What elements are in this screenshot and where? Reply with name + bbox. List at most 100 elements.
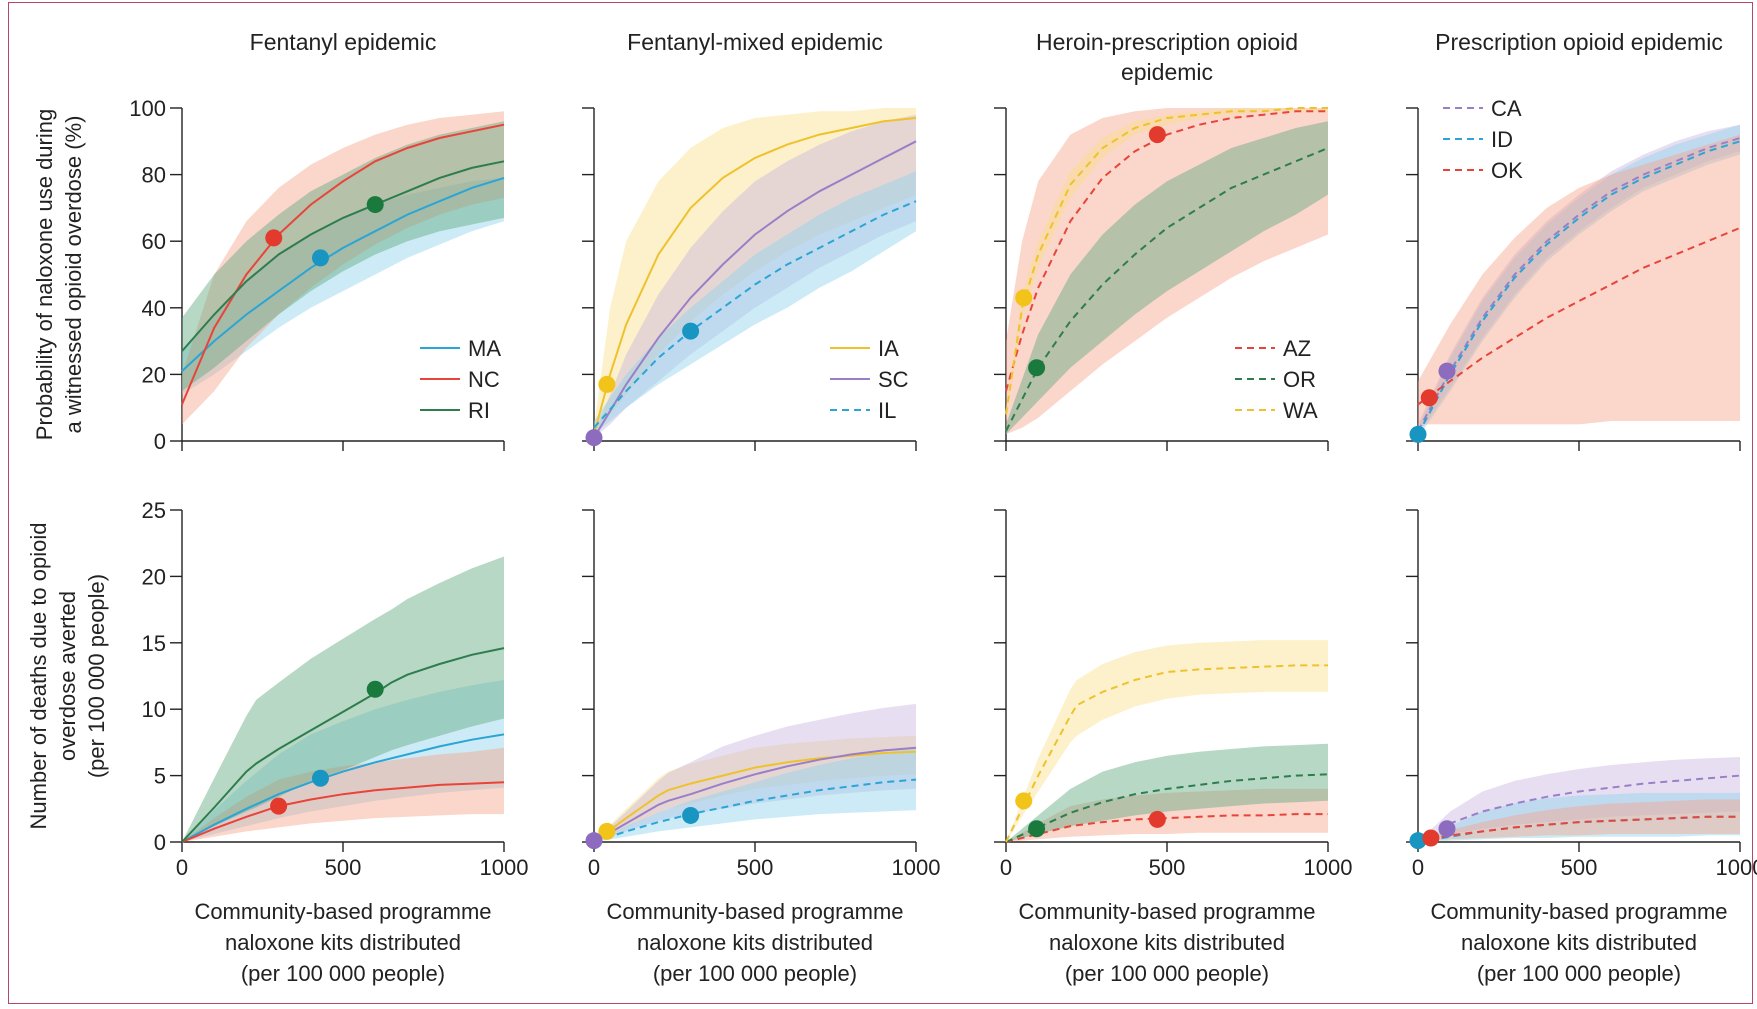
band-ok — [1418, 134, 1740, 425]
line-ca — [1417, 774, 1741, 843]
x-axis-label: naloxone kits distributed — [1049, 930, 1285, 955]
x-tick-label: 0 — [176, 855, 188, 880]
x-axis-label: (per 100 000 people) — [241, 961, 445, 986]
band-nc — [182, 111, 504, 425]
band-or — [1006, 743, 1328, 842]
panel-5: 0 5 10 15 20 25 0 500 1000 Number of deaths due t… — [26, 498, 528, 986]
band-ok — [1418, 799, 1740, 842]
point-ma — [311, 769, 329, 787]
line-ok — [1417, 815, 1740, 843]
x-axis-label: Community-based programme — [194, 899, 491, 924]
y-tick-label: 100 — [129, 96, 166, 121]
line-sc — [593, 140, 917, 439]
point-ri — [366, 680, 384, 698]
y-axis-label: Probability of naloxone use during — [32, 109, 57, 440]
legend-label-ma: MA — [468, 336, 501, 361]
panel-7: 0 500 1000 Community-based programme naloxon… — [994, 509, 1353, 986]
x-axis-label: (per 100 000 people) — [653, 961, 857, 986]
point-il — [682, 322, 700, 340]
band-az — [1006, 108, 1328, 435]
band-ca — [1418, 757, 1740, 842]
x-axis-label: (per 100 000 people) — [1065, 961, 1269, 986]
x-tick-label: 0 — [588, 855, 600, 880]
y-tick-label: 0 — [154, 429, 166, 454]
point-id — [1409, 832, 1427, 850]
legend-label-wa: WA — [1283, 398, 1318, 423]
x-axis-label: naloxone kits distributed — [637, 930, 873, 955]
line-id — [1417, 140, 1741, 435]
legend-label-il: IL — [878, 398, 896, 423]
band-az — [1006, 788, 1328, 842]
x-axis-label: Community-based programme — [1018, 899, 1315, 924]
legend-label-or: OR — [1283, 367, 1316, 392]
y-tick-label: 20 — [142, 564, 166, 589]
band-ia — [594, 735, 916, 842]
panel-3: Heroin-prescription opioid epidemic AZ OR WA — [994, 29, 1329, 451]
panel-4: Prescription opioid epidemic CA ID OK — [1406, 29, 1741, 451]
panel-title: Fentanyl-mixed epidemic — [627, 29, 883, 55]
legend-label-ri: RI — [468, 398, 490, 423]
point-ma — [311, 249, 329, 267]
line-ma — [181, 176, 505, 372]
y-axis-label: (per 100 000 people) — [84, 574, 109, 778]
x-tick-label: 0 — [1412, 855, 1424, 880]
x-tick-label: 500 — [325, 855, 362, 880]
point-wa — [1015, 792, 1033, 810]
legend-label-id: ID — [1491, 127, 1513, 152]
point-ok — [1420, 389, 1438, 407]
y-axis-label: overdose averted — [55, 591, 80, 761]
band-il — [594, 171, 916, 435]
x-tick-label: 1000 — [480, 855, 529, 880]
band-id — [1418, 124, 1740, 438]
x-axis-label: naloxone kits distributed — [225, 930, 461, 955]
y-axis-label: Number of deaths due to opioid — [26, 523, 51, 830]
y-tick-label: 40 — [142, 296, 166, 321]
line-az — [1005, 110, 1328, 392]
point-wa — [1015, 289, 1033, 307]
point-sc — [585, 832, 603, 850]
y-tick-label: 20 — [142, 362, 166, 387]
band-or — [1006, 121, 1328, 435]
x-tick-label: 500 — [1561, 855, 1598, 880]
line-il — [593, 200, 917, 429]
point-or — [1028, 820, 1046, 838]
x-tick-label: 1000 — [1716, 855, 1757, 880]
x-tick-label: 0 — [1000, 855, 1012, 880]
panel-8: 0 500 1000 Community-based programme naloxon… — [1406, 509, 1757, 986]
point-az — [1148, 810, 1166, 828]
legend-label-ca: CA — [1491, 96, 1522, 121]
y-tick-label: 5 — [154, 764, 166, 789]
band-sc — [594, 114, 916, 438]
band-ia — [594, 108, 916, 438]
line-az — [1005, 813, 1328, 843]
point-ri — [366, 196, 384, 214]
x-tick-label: 1000 — [892, 855, 941, 880]
line-or — [1005, 147, 1329, 432]
y-tick-label: 60 — [142, 229, 166, 254]
x-tick-label: 1000 — [1304, 855, 1353, 880]
point-ca — [1438, 362, 1456, 380]
legend-label-az: AZ — [1283, 336, 1311, 361]
x-axis-label: Community-based programme — [606, 899, 903, 924]
line-or — [1005, 773, 1329, 843]
y-axis-label: a witnessed opioid overdose (%) — [61, 116, 86, 434]
line-sc — [593, 746, 917, 843]
line-ia — [593, 117, 917, 435]
x-axis-label: Community-based programme — [1430, 899, 1727, 924]
y-tick-label: 25 — [142, 498, 166, 523]
point-or — [1028, 359, 1046, 377]
line-wa — [1005, 664, 1328, 843]
y-tick-label: 10 — [142, 697, 166, 722]
line-ri — [181, 647, 505, 843]
point-ia — [598, 375, 616, 393]
panel-6: 0 500 1000 Community-based programme naloxon… — [582, 509, 941, 986]
x-axis-label: naloxone kits distributed — [1461, 930, 1697, 955]
line-ri — [181, 160, 505, 352]
point-nc — [270, 797, 288, 815]
point-ia — [598, 822, 616, 840]
y-tick-label: 80 — [142, 163, 166, 188]
band-ma — [182, 177, 504, 395]
point-nc — [265, 229, 283, 247]
band-wa — [1006, 640, 1328, 842]
